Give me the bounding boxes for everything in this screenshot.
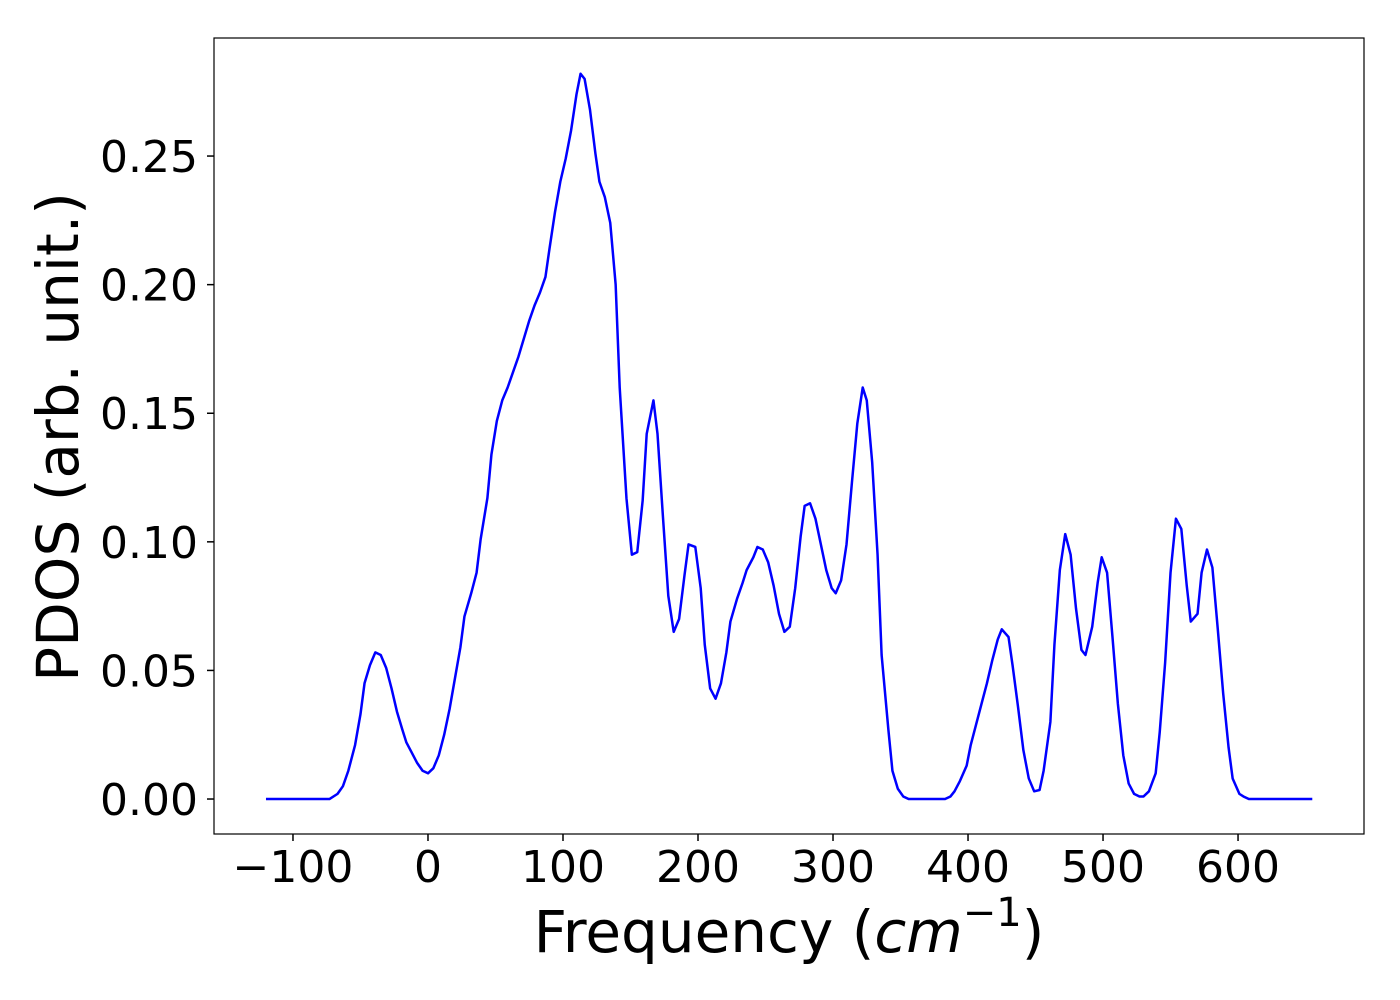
x-label-text: Frequency ( <box>534 898 875 966</box>
y-tick-label: 0.05 <box>100 646 198 697</box>
x-axis-label: Frequency (cm−1) <box>534 890 1045 966</box>
y-tick-label: 0.25 <box>100 132 198 183</box>
x-tick-label: 400 <box>926 842 1010 893</box>
y-axis-label: PDOS (arb. unit.) <box>24 192 92 682</box>
x-tick-label: 600 <box>1196 842 1280 893</box>
y-tick-label: 0.00 <box>100 775 198 826</box>
pdos-line <box>265 72 1313 801</box>
y-tick-label: 0.15 <box>100 389 198 440</box>
x-label-close: ) <box>1022 898 1045 966</box>
x-tick-label: 500 <box>1061 842 1145 893</box>
x-tick-label: 200 <box>656 842 740 893</box>
x-tick-label: 0 <box>414 842 442 893</box>
x-tick-label: 100 <box>521 842 605 893</box>
x-tick-label: 300 <box>791 842 875 893</box>
y-tick-label: 0.10 <box>100 518 198 569</box>
x-label-unit: cm <box>874 898 962 966</box>
y-tick-label: 0.20 <box>100 261 198 312</box>
plot-frame <box>213 37 1365 835</box>
x-label-exponent: −1 <box>963 890 1022 936</box>
x-tick-label: −100 <box>233 842 354 893</box>
